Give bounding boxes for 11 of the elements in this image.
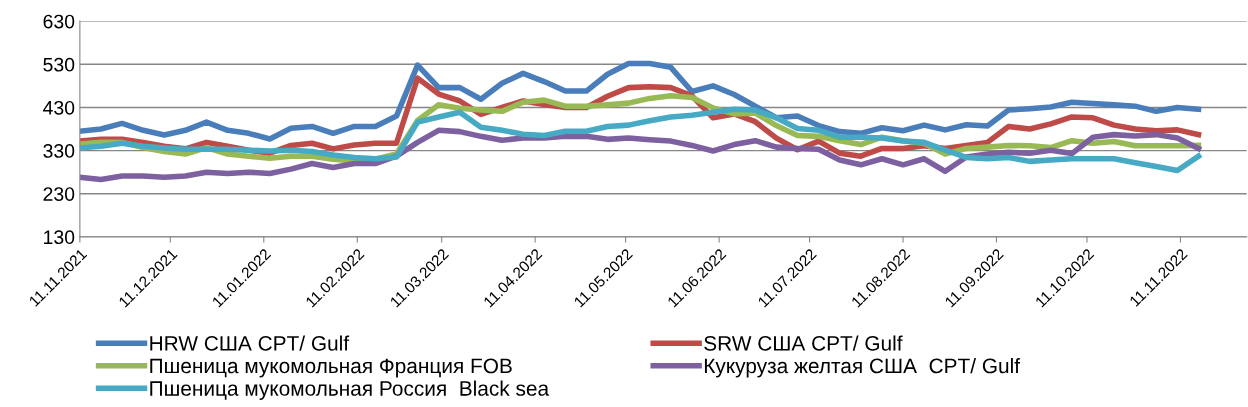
y-tick-label: 230 [43,187,75,201]
y-tick-label: 130 [44,230,75,245]
legend-label: HRW США CPT/ Gulf [150,335,350,351]
y-tick-label: 630 [43,14,75,29]
y-tick-label: 330 [43,144,75,158]
y-tick-label: 530 [43,57,75,72]
legend-label: Пшеница мукомольная Франция FOB [150,358,512,378]
legend-label: SRW США CPT/ Gulf [704,335,903,351]
legend-label: Кукуруза желтая США CPT/ Gulf [704,357,1021,378]
legend-label: Пшеница мукомольная Россия Black sea [150,380,550,400]
y-tick-label: 430 [43,100,75,115]
